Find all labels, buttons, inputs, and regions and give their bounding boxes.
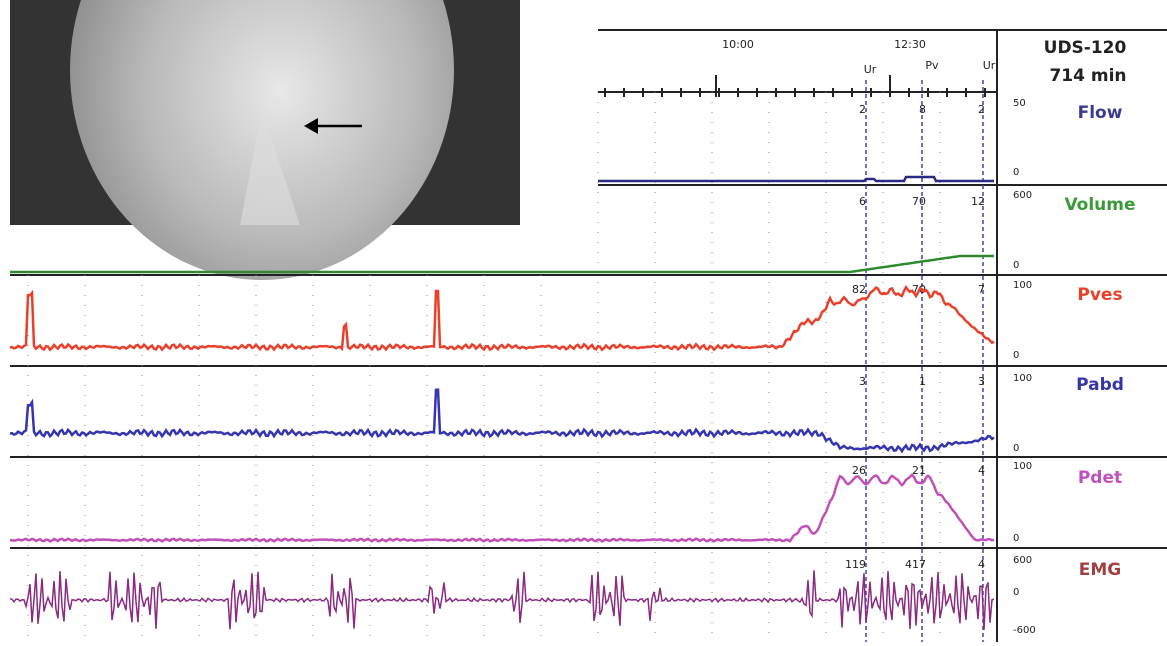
scale-label: 0 (1013, 350, 1019, 361)
reading: 8 (919, 103, 926, 116)
scale-label: 50 (1013, 98, 1026, 109)
volume-trace (10, 256, 994, 272)
pabd-trace (10, 390, 994, 451)
channel-name: Pdet (1078, 468, 1122, 488)
event-marker: Ur (983, 59, 996, 72)
scale-label: 100 (1013, 461, 1032, 472)
device-title: UDS-120 (1044, 38, 1127, 58)
channel-name: Flow (1078, 103, 1123, 123)
channel-name: Volume (1064, 195, 1135, 215)
scale-label: 0 (1013, 260, 1019, 271)
scale-label: 0 (1013, 587, 1019, 598)
reading: 21 (912, 464, 926, 477)
reading: 3 (978, 375, 985, 388)
reading: 26 (852, 464, 866, 477)
event-marker: Pv (925, 59, 939, 72)
reading: 119 (845, 558, 866, 571)
pves-trace (10, 287, 994, 349)
reading: 7 (978, 283, 985, 296)
scale-label: 100 (1013, 280, 1032, 291)
reading: 3 (859, 375, 866, 388)
time-label: 12:30 (894, 38, 926, 51)
channel-name: Pabd (1076, 375, 1124, 395)
reading: 4 (978, 464, 985, 477)
reading: 2 (978, 103, 985, 116)
scale-label: -600 (1013, 625, 1036, 636)
reading: 4 (978, 558, 985, 571)
reading: 2 (859, 103, 866, 116)
pdet-trace (10, 475, 994, 541)
channel-name: Pves (1077, 285, 1122, 305)
emg-trace (10, 570, 994, 630)
reading: 6 (859, 195, 866, 208)
duration: 714 min (1049, 66, 1126, 86)
reading: 82 (852, 283, 866, 296)
scale-label: 600 (1013, 555, 1032, 566)
reading: 417 (905, 558, 926, 571)
channel-name: EMG (1079, 560, 1121, 580)
page: 10:00 12:30 Ur Pv Ur UDS-120 714 min Flo… (0, 0, 1167, 642)
scale-label: 100 (1013, 373, 1032, 384)
scale-label: 0 (1013, 533, 1019, 544)
reading: 70 (912, 195, 926, 208)
time-label: 10:00 (722, 38, 754, 51)
scale-label: 600 (1013, 190, 1032, 201)
event-marker: Ur (864, 63, 877, 76)
scale-label: 0 (1013, 167, 1019, 178)
tracing: 10:00 12:30 Ur Pv Ur UDS-120 714 min Flo… (0, 0, 1167, 642)
reading: 1 (919, 375, 926, 388)
reading: 12 (971, 195, 985, 208)
scale-label: 0 (1013, 443, 1019, 454)
flow-trace (598, 177, 994, 181)
